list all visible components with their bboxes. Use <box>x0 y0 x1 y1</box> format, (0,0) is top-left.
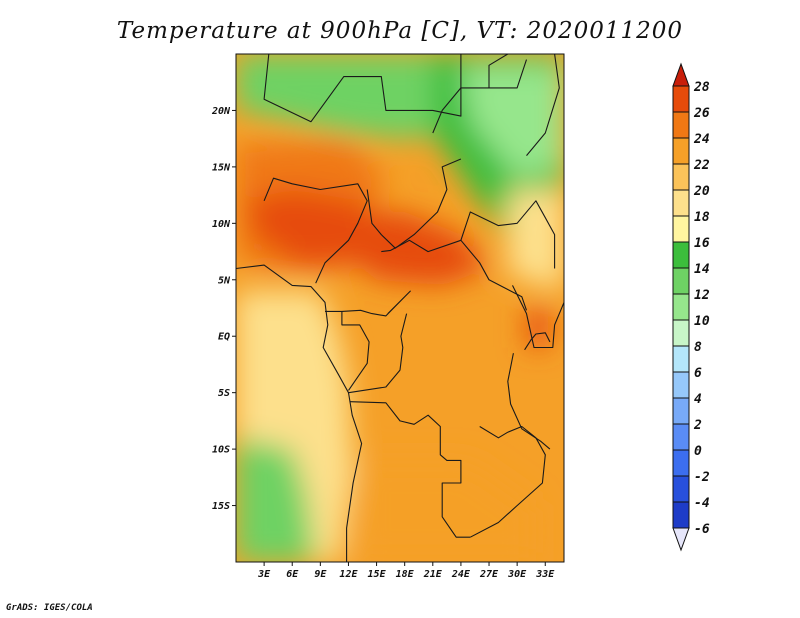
grads-credit: GrADS: IGES/COLA <box>6 603 93 613</box>
border-line <box>432 59 528 134</box>
colorbar-segment <box>672 85 690 113</box>
x-tick-label: 12E <box>339 569 358 580</box>
y-axis: 20N 15N 10N 5N EQ 5S 10S 15S <box>211 106 236 512</box>
border-line <box>507 353 551 450</box>
border-line <box>348 313 408 394</box>
y-tick-label: EQ <box>218 332 230 343</box>
border-line <box>263 54 462 123</box>
colorbar-label: 20 <box>693 184 710 199</box>
colorbar-label: -6 <box>694 522 710 537</box>
x-tick-label: 9E <box>314 569 327 580</box>
colorbar-segment <box>672 319 690 347</box>
x-tick-label: 15E <box>368 569 387 580</box>
field-blobs <box>236 54 564 562</box>
colorbar-segment <box>672 397 690 425</box>
temperature-field <box>236 54 564 562</box>
field-region-angola-zambia <box>357 460 536 562</box>
x-tick-label: 18E <box>396 569 415 580</box>
y-tick-label: 10S <box>212 445 230 456</box>
colorbar-segment <box>672 241 690 269</box>
border-line <box>524 332 551 351</box>
colorbar-label: 10 <box>694 314 710 329</box>
field-region-ethiopia-uganda <box>507 189 564 292</box>
border-line <box>470 425 546 538</box>
colorbar-label: 0 <box>694 444 702 459</box>
y-tick-label: 10N <box>212 219 231 230</box>
x-tick-label: 3E <box>257 569 271 580</box>
x-tick-label: 27E <box>479 569 499 580</box>
colorbar-label: 18 <box>694 210 710 225</box>
colorbar-label: 26 <box>693 106 710 121</box>
colorbar-segment <box>672 371 690 399</box>
colorbar-segment <box>672 293 690 321</box>
border-line <box>236 264 363 562</box>
colorbar-label: 4 <box>694 392 702 407</box>
colorbar-segment <box>672 501 690 529</box>
colorbar-segment <box>672 137 690 165</box>
colorbar-label: 2 <box>693 418 702 433</box>
x-tick-label: 30E <box>507 569 527 580</box>
border-line <box>488 54 509 88</box>
border-line <box>526 54 560 156</box>
x-tick-label: 21E <box>423 569 443 580</box>
colorbar-over-arrow <box>672 62 690 87</box>
x-tick-label: 33E <box>535 569 555 580</box>
colorbar-label: 24 <box>693 132 710 147</box>
field-region-central-african-republic <box>348 212 489 286</box>
colorbar-label: 8 <box>694 340 702 355</box>
colorbar-segment <box>672 475 690 503</box>
border-line <box>366 158 462 249</box>
colorbar-label: -2 <box>694 470 710 485</box>
x-tick-label: 6E <box>286 569 299 580</box>
country-borders <box>236 54 564 562</box>
colorbar-label: 16 <box>694 236 710 251</box>
colorbar-segment <box>672 449 690 477</box>
border-line <box>325 290 411 317</box>
border-line <box>263 177 368 284</box>
colorbar-segment <box>672 345 690 373</box>
colorbar-label: 12 <box>694 288 710 303</box>
border-line <box>350 401 471 538</box>
colorbar-segment <box>672 163 690 191</box>
colorbar-segment <box>672 189 690 217</box>
y-tick-label: 15N <box>212 162 231 173</box>
field-region-libya-egypt <box>460 65 564 179</box>
border-line <box>460 200 556 269</box>
colorbar-label: 22 <box>693 158 710 173</box>
x-axis: 3E 6E 9E 12E 15E 18E 21E 24E 27E 30E 33E <box>257 562 555 580</box>
colorbar-label: -4 <box>694 496 710 511</box>
colorbar-segment <box>672 215 690 243</box>
y-tick-label: 15S <box>212 501 230 512</box>
chart-title: Temperature at 900hPa [C], VT: 202001120… <box>116 18 684 44</box>
colorbar-label: 14 <box>694 262 710 277</box>
colorbar-label: 6 <box>694 366 702 381</box>
border-line <box>512 285 564 349</box>
colorbar-under-arrow <box>672 527 690 552</box>
plot-frame <box>235 53 565 563</box>
y-tick-label: 5N <box>218 275 231 286</box>
colorbar-segment <box>672 423 690 451</box>
colorbar-label: 28 <box>693 80 710 95</box>
field-region-southwest-ocean <box>236 437 316 562</box>
colorbar-segment <box>672 111 690 139</box>
y-tick-label: 5S <box>218 388 230 399</box>
border-line <box>341 311 370 391</box>
colorbar-segment <box>672 267 690 295</box>
x-tick-label: 24E <box>451 569 471 580</box>
y-tick-label: 20N <box>211 106 231 117</box>
